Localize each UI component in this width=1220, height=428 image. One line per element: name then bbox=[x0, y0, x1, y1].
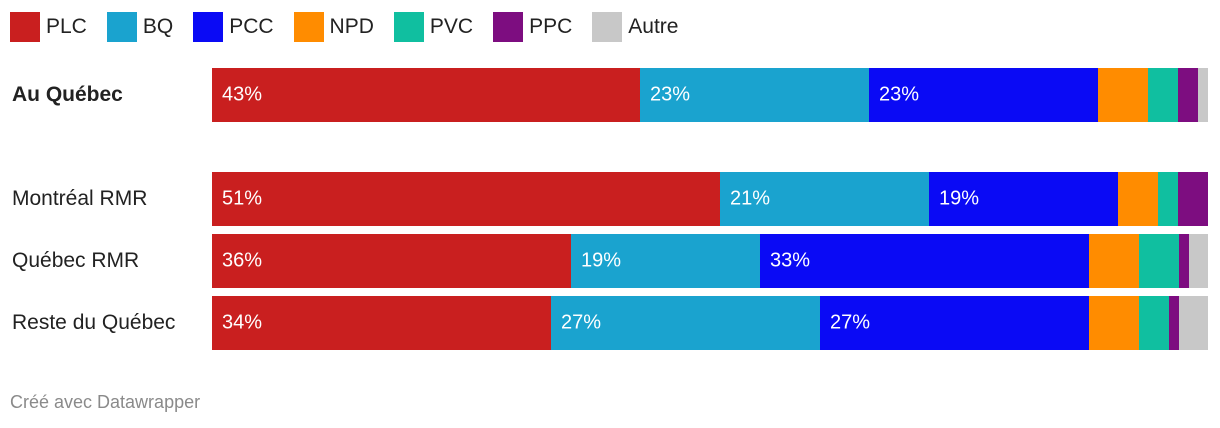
bar-row: 43% 23% 23% bbox=[212, 68, 1208, 122]
data-label: 27% bbox=[830, 311, 871, 334]
bar-segment-bq: 27% bbox=[551, 296, 820, 350]
data-label: 23% bbox=[879, 83, 920, 106]
bar-segment-pvc bbox=[1158, 172, 1178, 226]
data-label: 23% bbox=[650, 83, 691, 106]
data-label: 51% bbox=[222, 187, 263, 210]
legend-swatch bbox=[10, 12, 40, 42]
bar-segment-ppc bbox=[1178, 68, 1198, 122]
legend-swatch bbox=[106, 12, 137, 42]
bar-segment-ppc bbox=[1178, 172, 1208, 226]
bar-segment-plc: 43% bbox=[212, 68, 640, 122]
bar-segment-bq: 23% bbox=[640, 68, 869, 122]
legend-item-plc: PLC bbox=[10, 12, 87, 42]
bar-segment-autre bbox=[1198, 68, 1208, 122]
legend-item-pcc: PCC bbox=[193, 12, 274, 42]
row-label: Québec RMR bbox=[12, 249, 140, 272]
bar-segment-npd bbox=[1118, 172, 1158, 226]
bar-segment-pvc bbox=[1139, 234, 1179, 288]
data-label: 36% bbox=[222, 249, 263, 272]
bar-segment-npd bbox=[1089, 296, 1139, 350]
bar-segment-plc: 51% bbox=[212, 172, 720, 226]
legend-label: Autre bbox=[628, 15, 679, 38]
legend-swatch bbox=[193, 12, 224, 42]
row-label: Au Québec bbox=[12, 83, 123, 106]
credit-footer: Créé avec Datawrapper bbox=[10, 392, 201, 412]
row-label: Montréal RMR bbox=[12, 187, 148, 210]
bar-segment-plc: 36% bbox=[212, 234, 571, 288]
data-label: 19% bbox=[939, 187, 980, 210]
data-label: 21% bbox=[730, 187, 771, 210]
bar-segment-autre bbox=[1179, 296, 1208, 350]
bar-row: 34% 27% 27% bbox=[212, 296, 1208, 350]
legend-label: PPC bbox=[529, 15, 573, 38]
chart-legend: PLC BQ PCC NPD PVC PPC Autre bbox=[10, 12, 698, 42]
legend-item-autre: Autre bbox=[592, 12, 678, 42]
legend-label: PVC bbox=[429, 15, 474, 38]
data-label: 34% bbox=[222, 311, 263, 334]
legend-label: PCC bbox=[229, 15, 274, 38]
row-label: Reste du Québec bbox=[12, 311, 176, 334]
bar-row: 51% 21% 19% bbox=[212, 172, 1208, 226]
bar-segment-pcc: 33% bbox=[760, 234, 1089, 288]
bar-segment-autre bbox=[1189, 234, 1208, 288]
bar-row: 36% 19% 33% bbox=[212, 234, 1208, 288]
legend-item-ppc: PPC bbox=[493, 12, 572, 42]
data-label: 19% bbox=[581, 249, 622, 272]
bar-segment-pvc bbox=[1139, 296, 1169, 350]
legend-swatch bbox=[493, 12, 524, 42]
legend-label: NPD bbox=[329, 15, 374, 38]
legend-item-pvc: PVC bbox=[393, 12, 474, 42]
data-label: 27% bbox=[561, 311, 602, 334]
legend-item-bq: BQ bbox=[106, 12, 174, 42]
bar-segment-pvc bbox=[1148, 68, 1178, 122]
bar-segment-ppc bbox=[1169, 296, 1179, 350]
data-label: 43% bbox=[222, 83, 263, 106]
bar-segment-ppc bbox=[1179, 234, 1189, 288]
bar-segment-bq: 19% bbox=[571, 234, 760, 288]
legend-label: PLC bbox=[46, 15, 87, 38]
bar-segment-npd bbox=[1089, 234, 1139, 288]
data-label: 33% bbox=[770, 249, 811, 272]
legend-swatch bbox=[393, 12, 424, 42]
bar-segment-plc: 34% bbox=[212, 296, 551, 350]
bar-segment-pcc: 23% bbox=[869, 68, 1098, 122]
bar-segment-bq: 21% bbox=[720, 172, 929, 226]
legend-swatch bbox=[592, 12, 623, 42]
bar-segment-pcc: 27% bbox=[820, 296, 1089, 350]
legend-label: BQ bbox=[142, 15, 174, 38]
bar-segment-npd bbox=[1098, 68, 1148, 122]
bar-segment-pcc: 19% bbox=[929, 172, 1118, 226]
legend-swatch bbox=[293, 12, 324, 42]
legend-item-npd: NPD bbox=[293, 12, 374, 42]
